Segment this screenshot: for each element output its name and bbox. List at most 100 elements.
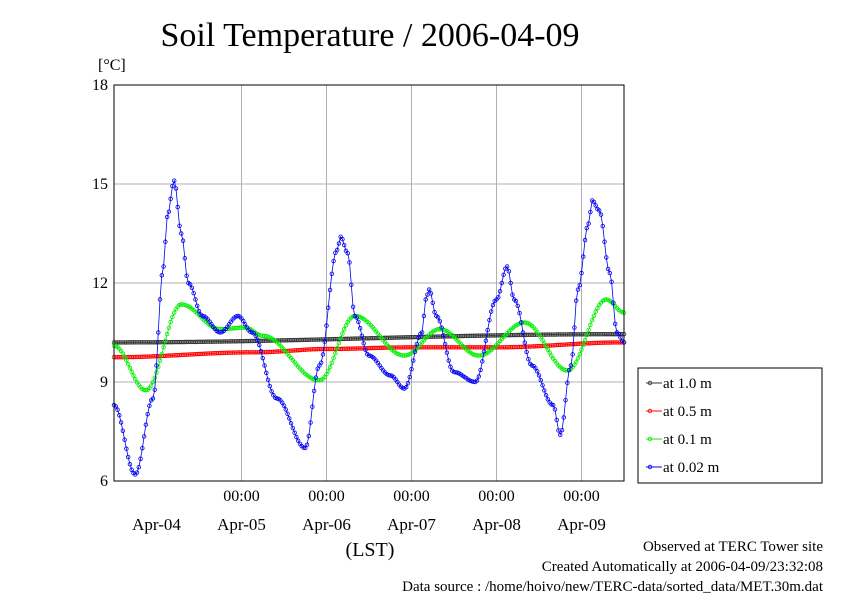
data-point [430, 300, 435, 305]
data-point [333, 351, 338, 356]
data-point [340, 237, 345, 242]
data-point [550, 402, 556, 408]
data-point [173, 186, 179, 191]
data-point [324, 323, 329, 328]
data-point [487, 317, 492, 323]
x-time-tick-label: 00:00 [563, 488, 599, 505]
data-point [437, 319, 443, 324]
data-point [510, 292, 515, 297]
data-point [182, 256, 188, 261]
data-point [342, 327, 347, 332]
data-point [326, 368, 331, 374]
legend-label: at 0.02 m [663, 460, 720, 476]
data-point [334, 345, 340, 351]
data-point [187, 282, 193, 287]
series-at-1-0-m [111, 331, 627, 345]
data-point [582, 237, 588, 243]
data-point [179, 231, 184, 236]
data-point [131, 373, 136, 378]
data-point [156, 330, 161, 335]
y-tick-label: 12 [92, 275, 108, 292]
data-point [262, 363, 267, 368]
series-line [113, 179, 625, 475]
legend-label: at 1.0 m [663, 376, 712, 392]
data-point [520, 330, 526, 335]
data-point [306, 433, 311, 439]
data-point [218, 330, 223, 335]
data-point [349, 282, 354, 287]
data-point [134, 470, 140, 475]
legend: at 1.0 m at 0.5 m at 0.1 m at 0.02 m [637, 367, 823, 484]
data-point [255, 337, 260, 342]
data-point [347, 260, 352, 265]
data-point [324, 372, 329, 377]
data-point [611, 300, 616, 305]
data-point [573, 359, 579, 364]
y-tick-label: 18 [92, 77, 108, 94]
data-point [536, 373, 542, 378]
legend-swatch-marker [647, 436, 653, 442]
data-point [129, 467, 134, 472]
data-point [163, 338, 168, 343]
legend-item-at-0-02-m: at 0.02 m [646, 460, 720, 476]
data-point [554, 417, 559, 423]
data-point [533, 365, 538, 371]
data-point [193, 297, 198, 302]
y-tick-label: 6 [100, 473, 108, 490]
data-point [288, 421, 294, 426]
y-tick-label: 15 [92, 176, 108, 193]
data-point [581, 254, 586, 259]
data-point [152, 375, 157, 380]
data-point [357, 326, 363, 331]
data-point [441, 333, 446, 338]
data-point [315, 366, 320, 371]
data-point [140, 445, 145, 451]
data-point [166, 325, 172, 331]
data-point [540, 383, 545, 388]
data-point [488, 309, 494, 314]
data-point [586, 327, 591, 333]
x-date-label: Apr-08 [472, 515, 521, 534]
data-point [598, 212, 604, 217]
data-point [318, 360, 324, 365]
data-point [577, 282, 582, 288]
data-point [607, 270, 613, 276]
data-point [480, 359, 485, 364]
data-point [168, 319, 173, 325]
data-point [281, 403, 287, 408]
footer-data-source: Data source : /home/hoivo/new/TERC-data/… [402, 579, 824, 595]
data-point [125, 361, 131, 367]
data-point [579, 347, 584, 352]
data-point [604, 255, 609, 260]
data-point [405, 381, 411, 386]
data-point [320, 352, 326, 357]
data-point [609, 279, 614, 284]
x-date-label: Apr-06 [302, 515, 351, 534]
data-point [287, 416, 292, 421]
data-point [292, 430, 297, 435]
data-point [200, 313, 205, 319]
data-point [141, 434, 147, 439]
x-time-tick-label: 00:00 [308, 488, 344, 505]
data-point [356, 319, 361, 324]
data-point [350, 304, 356, 310]
data-point [591, 199, 597, 205]
data-point [138, 456, 143, 461]
chart-title: Soil Temperature / 2006-04-09 [160, 17, 579, 54]
data-point [589, 318, 595, 323]
data-point [573, 298, 579, 303]
data-point [543, 344, 549, 349]
data-point [515, 303, 520, 308]
data-point [566, 367, 572, 373]
legend-label: at 0.1 m [663, 432, 712, 448]
data-point [506, 269, 512, 274]
legend-label: at 0.5 m [663, 404, 712, 420]
data-point [161, 264, 166, 269]
data-point [189, 285, 195, 291]
data-point [485, 327, 490, 333]
x-time-tick-label: 00:00 [478, 488, 514, 505]
data-point [359, 333, 365, 338]
data-point [435, 315, 441, 320]
data-point [588, 322, 593, 328]
